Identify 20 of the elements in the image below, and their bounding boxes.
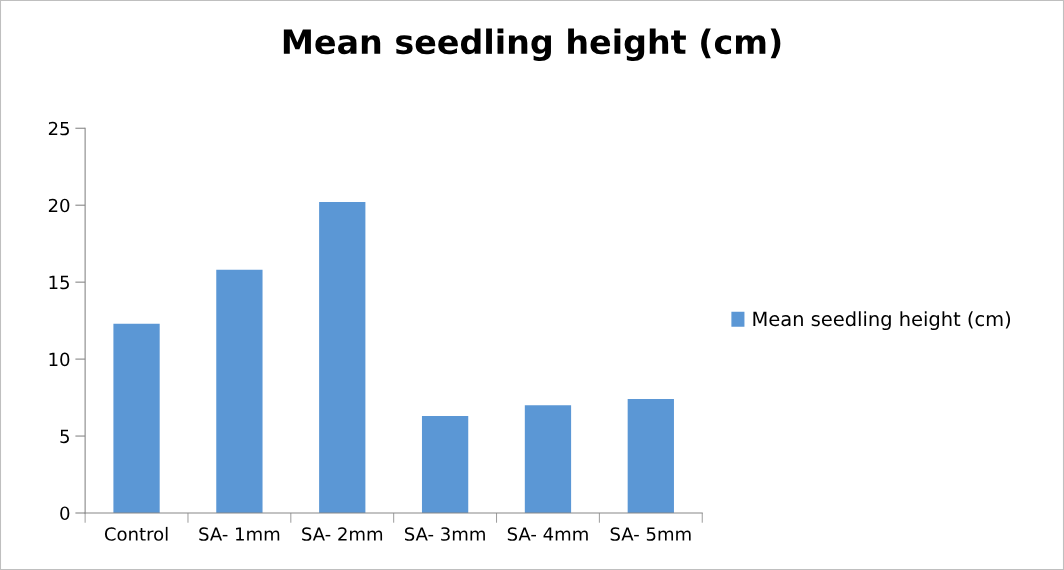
y-tick-label: 0 bbox=[60, 506, 70, 521]
y-tick-label: 10 bbox=[49, 352, 70, 367]
bar bbox=[216, 269, 263, 513]
bar bbox=[113, 323, 160, 513]
bar bbox=[627, 399, 674, 513]
chart-title: Mean seedling height (cm) bbox=[283, 28, 781, 62]
y-tick-label: 25 bbox=[48, 121, 69, 136]
bar bbox=[524, 405, 572, 513]
legend-label: Mean seedling height (cm) bbox=[753, 311, 1011, 331]
y-tick-label: 15 bbox=[49, 275, 69, 290]
x-tick-label: SA- 1mm bbox=[199, 527, 280, 541]
bar bbox=[319, 202, 366, 513]
y-tick-label: 20 bbox=[48, 198, 70, 213]
y-tick-label: 5 bbox=[60, 429, 69, 444]
x-tick-label: SA- 2mm bbox=[302, 527, 383, 541]
bar bbox=[421, 416, 469, 513]
x-tick-label: Control bbox=[104, 526, 168, 541]
x-tick-label: SA- 5mm bbox=[610, 527, 691, 541]
x-tick-label: SA- 4mm bbox=[507, 527, 588, 541]
x-tick-label: SA- 3mm bbox=[404, 527, 485, 541]
